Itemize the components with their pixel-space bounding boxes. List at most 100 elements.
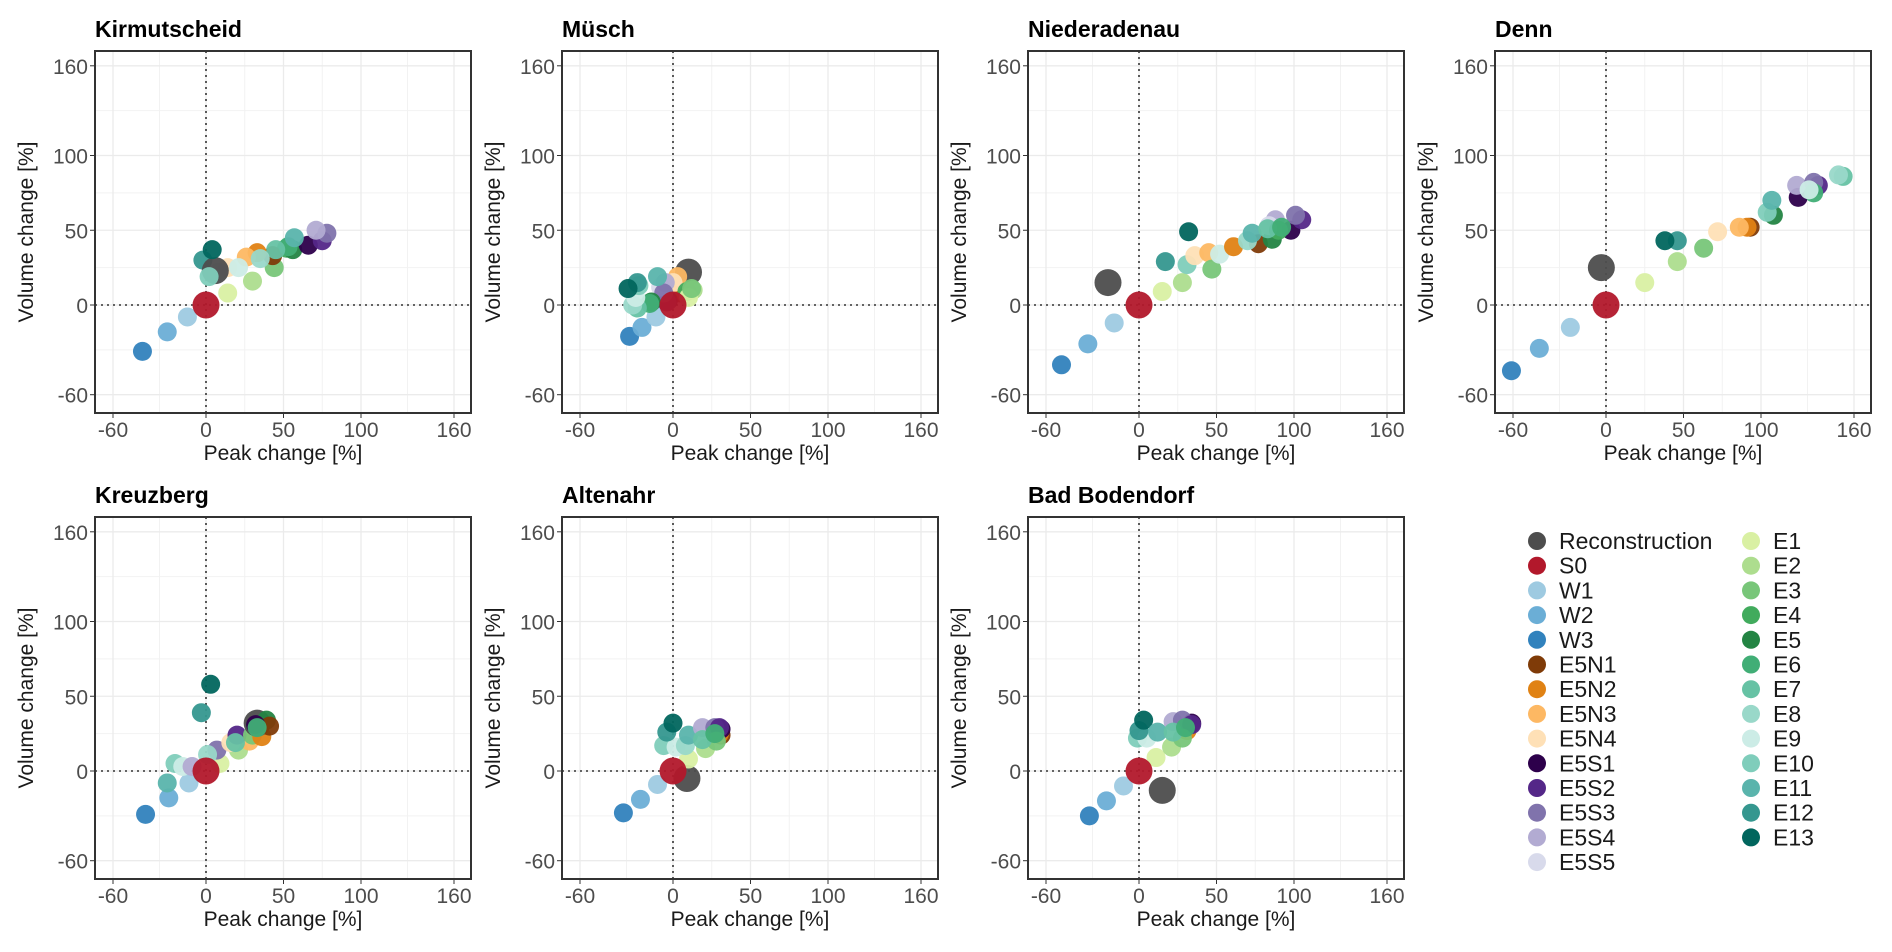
- legend-item-e10: E10: [1742, 750, 1814, 776]
- y-tick-label: 160: [986, 522, 1021, 545]
- panel-title: Müsch: [562, 16, 635, 42]
- x-tick-label: 0: [200, 419, 212, 442]
- x-tick-label: 100: [343, 885, 378, 908]
- legend-label: W2: [1559, 602, 1594, 628]
- point-reconstruction: Reconstruction (15, -13): [1148, 776, 1176, 804]
- legend-swatch: [1528, 581, 1546, 600]
- legend-swatch: [1528, 655, 1546, 674]
- point-e11: E11 (-10, 19): [648, 267, 667, 287]
- point-w2: W2 (-21, -20): [1096, 791, 1116, 811]
- legend-item-e13: E13: [1742, 824, 1814, 850]
- point-w1: W1 (-12, -8): [177, 307, 197, 327]
- data-points: W3 (-39, -29)W2 (-24, -18)E11 (-25, -8)W…: [136, 674, 280, 824]
- point-w3: W3 (-41, -31): [132, 341, 152, 361]
- legend-swatch: [1742, 754, 1760, 773]
- grid: [95, 517, 471, 879]
- point-e13: E13 (38, 43): [1655, 231, 1675, 251]
- data-points: Reconstruction (15, -13) W3 (-32, -30)W2 …: [1079, 710, 1202, 826]
- y-tick-label: 100: [520, 612, 555, 635]
- legend-label: E9: [1773, 726, 1801, 752]
- x-tick-label: 160: [436, 419, 471, 442]
- legend-label: E4: [1773, 602, 1801, 628]
- x-tick-label: 0: [667, 419, 679, 442]
- point-w1: W1 (-10, -9): [648, 774, 667, 794]
- panel-title: Niederadenau: [1028, 16, 1180, 42]
- legend: ReconstructionS0W1W2W3E5N1E5N2E5N3E5N4E5…: [1528, 528, 1814, 875]
- point-e6: E6 (92, 52): [1272, 217, 1292, 237]
- axes: -60 0 50 100 160 -60 0 50 100 160 Peak change [%] V…: [1415, 56, 1872, 465]
- legend-label: Reconstruction: [1559, 528, 1712, 554]
- panel-altenahr: Altenahr W3 (-32, -28)W2 (-21, -19)W1 (-1…: [482, 482, 939, 931]
- panels: KirmutscheidW3 (-41, -31)W2 (-25, -18)W1…: [15, 16, 1872, 931]
- legend-label: W1: [1559, 577, 1594, 603]
- legend-item-e5s5: E5S5: [1528, 849, 1615, 875]
- legend-label: E5S5: [1559, 849, 1615, 875]
- point-s0: S0 (0, 0): [1125, 291, 1153, 319]
- point-e12: E12 (17, 29): [1155, 252, 1175, 272]
- point-e11: E11 (57, 45): [284, 228, 304, 248]
- x-tick-label: 0: [667, 885, 679, 908]
- legend-label: S0: [1559, 553, 1587, 579]
- legend-label: E11: [1773, 775, 1812, 801]
- legend-swatch: [1528, 754, 1546, 773]
- point-reconstruction: Reconstruction (-3, 25): [1587, 254, 1615, 282]
- legend-label: E5N3: [1559, 701, 1617, 727]
- y-tick-label: -60: [525, 851, 555, 874]
- point-e10: E10 (2, 19): [199, 267, 219, 287]
- point-e5s3: E5S3 (101, 60): [1286, 205, 1306, 225]
- legend-swatch: [1528, 680, 1546, 699]
- y-tick-label: 50: [532, 686, 555, 709]
- legend-item-e5n3: E5N3: [1528, 701, 1617, 727]
- legend-label: E3: [1773, 577, 1801, 603]
- point-e13: E13 (3, 58): [201, 674, 221, 694]
- x-axis-title: Peak change [%]: [671, 442, 830, 465]
- legend-swatch: [1742, 704, 1760, 723]
- legend-swatch: [1528, 853, 1546, 872]
- x-tick-label: 0: [200, 885, 212, 908]
- y-tick-label: 160: [1453, 56, 1488, 79]
- legend-item-e5: E5: [1742, 627, 1801, 653]
- panel-title: Kirmutscheid: [95, 16, 242, 42]
- legend-label: E5S2: [1559, 775, 1615, 801]
- y-tick-label: 0: [543, 761, 555, 784]
- legend-label: E1: [1773, 528, 1801, 554]
- x-tick-label: -60: [98, 885, 128, 908]
- axes: -60 0 50 100 160 -60 0 50 100 160 Peak change [%] V…: [482, 56, 939, 465]
- x-tick-label: -60: [1498, 419, 1528, 442]
- y-tick-label: 100: [520, 146, 555, 169]
- x-tick-label: 160: [903, 419, 938, 442]
- point-e5n4: E5N4 (72, 49): [1708, 222, 1728, 242]
- point-e11: E11 (-25, -8): [157, 773, 177, 793]
- data-points: W3 (-28, -21)W2 (-20, -15)W1 (-11, -8)Re…: [618, 258, 703, 346]
- legend-item-e9: E9: [1742, 726, 1801, 752]
- x-tick-label: 0: [1133, 885, 1145, 908]
- y-tick-label: -60: [991, 851, 1021, 874]
- legend-swatch: [1742, 581, 1760, 600]
- point-e9: E9 (131, 77): [1799, 180, 1819, 200]
- data-points: Reconstruction (-20, 15) W3 (-50, -40) W2 …: [1052, 205, 1312, 375]
- legend-swatch: [1742, 606, 1760, 625]
- point-e11: E11 (107, 70): [1762, 190, 1782, 210]
- legend-swatch: [1528, 606, 1546, 625]
- point-w1: W1 (-11, -8): [179, 773, 199, 793]
- legend-item-e5n2: E5N2: [1528, 676, 1617, 702]
- grid: [95, 51, 471, 413]
- x-tick-label: -60: [1031, 419, 1061, 442]
- legend-item-e2: E2: [1742, 553, 1801, 579]
- legend-label: E5N1: [1559, 652, 1617, 678]
- x-tick-label: 50: [739, 885, 762, 908]
- x-tick-label: 50: [1205, 885, 1228, 908]
- axes: -60 0 50 100 160 -60 0 50 100 160 Peak change [%] V…: [948, 56, 1405, 465]
- point-e8: E8 (35, 31): [250, 249, 270, 269]
- legend-swatch: [1528, 779, 1546, 797]
- panel-müsch: Müsch W3 (-28, -21)W2 (-20, -15)W1 (-11, …: [482, 16, 939, 465]
- point-e9: E9 (52, 34): [1210, 244, 1230, 264]
- x-axis-title: Peak change [%]: [204, 442, 363, 465]
- panel-title: Altenahr: [562, 482, 655, 508]
- panel-kirmutscheid: Kirmutscheid W3 (-41, -31)W2 (-25, -18)W1…: [15, 16, 472, 465]
- point-e9: E9 (21, 25): [229, 258, 249, 278]
- axes: -60 0 50 100 160 -60 0 50 100 160 Peak change [%] V…: [482, 522, 939, 931]
- point-w2: W2 (-21, -19): [630, 789, 650, 809]
- legend-item-reconstruction: Reconstruction: [1528, 528, 1712, 554]
